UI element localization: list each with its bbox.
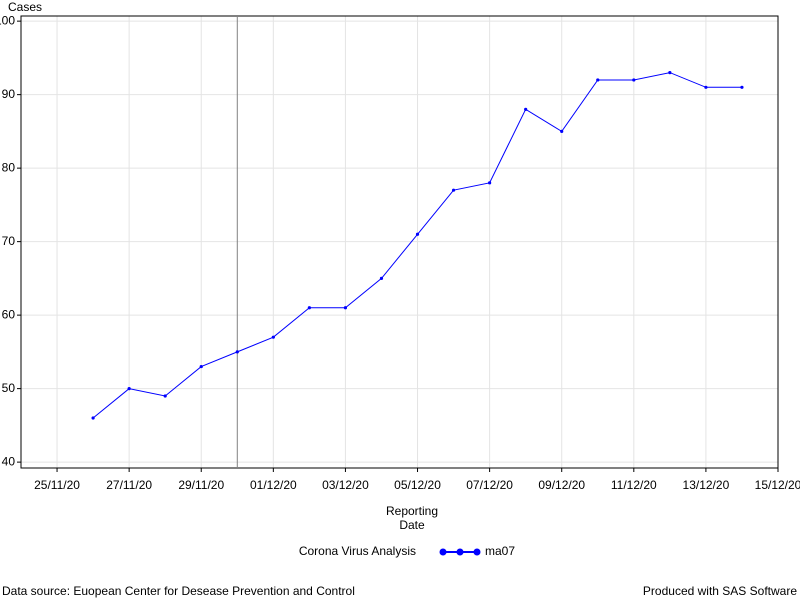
- data-point: [632, 78, 636, 82]
- data-point: [596, 78, 600, 82]
- data-point: [307, 306, 311, 310]
- y-tick-label: 50: [2, 381, 16, 395]
- data-point: [91, 416, 95, 420]
- legend-marker: [456, 548, 464, 556]
- legend-title: Corona Virus Analysis: [299, 544, 416, 558]
- legend-marker: [473, 548, 481, 556]
- y-tick-label: 60: [2, 307, 16, 321]
- y-tick-label: 90: [2, 87, 16, 101]
- data-point: [343, 306, 348, 310]
- x-tick-label: 29/11/20: [178, 478, 224, 492]
- legend-label: ma07: [485, 544, 515, 558]
- data-point: [704, 85, 708, 89]
- x-axis-label: Reporting: [386, 504, 438, 518]
- x-axis-label: Date: [399, 518, 425, 532]
- x-tick-label: 13/12/20: [683, 478, 730, 492]
- x-tick-label: 25/11/20: [34, 478, 80, 492]
- data-point: [127, 387, 131, 391]
- y-tick-label: 100: [0, 13, 15, 27]
- data-point: [415, 232, 420, 236]
- x-tick-label: 07/12/20: [466, 478, 513, 492]
- x-tick-label: 09/12/20: [538, 478, 585, 492]
- data-point: [488, 181, 492, 185]
- data-point: [451, 188, 456, 192]
- footnote: Data source: Euopean Center for Desease …: [2, 584, 355, 598]
- data-point: [524, 107, 528, 111]
- data-point: [740, 85, 744, 89]
- data-point: [271, 335, 275, 339]
- footnote: Produced with SAS Software: [643, 584, 797, 598]
- y-tick-label: 80: [2, 160, 16, 174]
- legend-marker: [439, 548, 447, 556]
- y-tick-label: 40: [2, 454, 16, 468]
- x-tick-label: 15/12/20: [755, 478, 800, 492]
- x-tick-label: 11/12/20: [611, 478, 657, 492]
- plot-frame: [20, 15, 779, 469]
- data-point: [163, 394, 167, 398]
- data-point: [199, 364, 203, 369]
- y-axis-label: Cases: [8, 0, 42, 14]
- x-tick-label: 27/11/20: [106, 478, 152, 492]
- x-tick-label: 05/12/20: [394, 478, 441, 492]
- data-point: [379, 276, 384, 280]
- data-point: [668, 70, 672, 75]
- x-tick-label: 03/12/20: [322, 478, 369, 492]
- y-tick-label: 70: [2, 234, 16, 248]
- x-tick-label: 01/12/20: [250, 478, 297, 492]
- data-point: [560, 129, 564, 133]
- data-point: [235, 350, 239, 354]
